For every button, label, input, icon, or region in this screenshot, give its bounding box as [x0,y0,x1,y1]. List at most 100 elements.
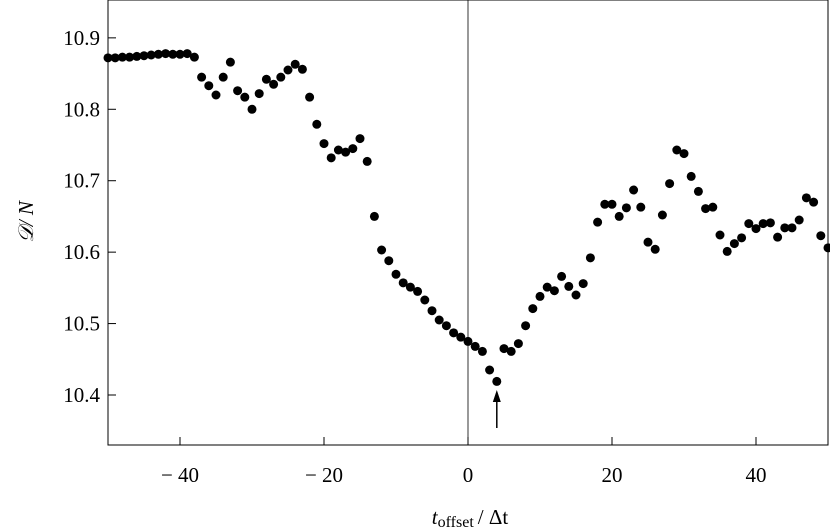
point [254,89,264,99]
point [319,139,329,149]
point [729,239,739,249]
y-tick-label: 10.5 [63,312,100,336]
point [521,321,531,331]
point [333,145,343,155]
y-tick-label: 10.8 [63,97,100,121]
x-tick-label: 40 [746,463,767,487]
point [204,81,214,91]
y-tick-label: 10.9 [63,26,100,50]
point [578,279,588,289]
point [492,376,502,386]
point [614,211,624,221]
x-tick-label: 0 [463,463,474,487]
point [125,52,135,62]
point [326,153,336,163]
point [384,256,394,266]
point [449,328,459,338]
x-tick-label: − 40 [161,463,199,487]
point [477,346,487,356]
point [809,197,819,207]
point [117,52,127,62]
point [571,290,581,300]
point [211,90,221,100]
point [722,246,732,256]
point [355,134,365,144]
point [701,204,711,214]
point [816,231,826,241]
point [290,59,300,69]
point [240,92,250,102]
point [693,186,703,196]
point [132,51,142,61]
point [506,346,516,356]
point [773,232,783,242]
point [139,51,149,61]
y-tick-label: 10.7 [63,169,100,193]
point [297,64,307,74]
point [269,79,279,89]
point [434,315,444,325]
point [168,49,178,59]
point [312,119,322,129]
point [456,332,466,342]
point [427,306,437,316]
point [650,244,660,254]
point [794,215,804,225]
point [463,336,473,346]
point [369,211,379,221]
point [528,304,538,314]
point [470,341,480,351]
point [420,295,430,305]
point [513,339,523,349]
point [103,53,113,63]
point [197,72,207,82]
point [708,202,718,212]
point [801,193,811,203]
point [218,72,228,82]
point [758,219,768,229]
point [672,145,682,155]
arrow-head [492,390,501,402]
point [636,202,646,212]
point [161,49,171,59]
x-tick-label: − 20 [305,463,343,487]
point [189,52,199,62]
point [233,86,243,96]
point [607,199,617,209]
point [247,104,257,114]
point [261,74,271,84]
point [362,156,372,166]
point [305,92,315,102]
point [398,278,408,288]
point [413,286,423,296]
point [600,199,610,209]
x-axis-label: toffset / Δt [432,505,509,531]
point [593,217,603,227]
point [657,210,667,220]
point [499,344,509,354]
point [175,49,185,59]
point [542,282,552,292]
y-axis-label: 𝒟/ N [14,200,38,243]
point [153,49,163,59]
point [485,365,495,375]
point [146,50,156,60]
point [585,253,595,263]
point [391,269,401,279]
point [679,149,689,159]
point [686,171,696,181]
point [110,53,120,63]
point [283,65,293,75]
point [535,291,545,301]
point [441,321,451,331]
point [377,245,387,255]
point [665,179,675,189]
point [564,281,574,291]
point [744,219,754,229]
point [765,218,775,228]
point [405,282,415,292]
point [751,224,761,234]
point [787,223,797,233]
point [549,286,559,296]
